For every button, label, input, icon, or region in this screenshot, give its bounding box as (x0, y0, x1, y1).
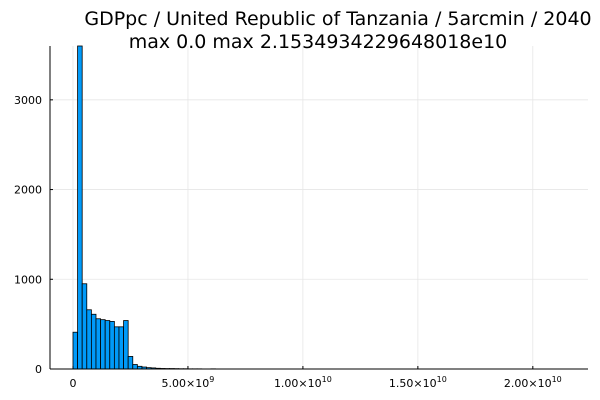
histogram-bar (72, 331, 78, 370)
axes (49, 46, 588, 370)
histogram-bar (127, 356, 134, 370)
histogram-bar (132, 364, 138, 370)
histogram-bar (118, 326, 124, 370)
histogram-bar (100, 319, 106, 370)
histogram-bar (104, 320, 111, 370)
y-tick-label: 2000 (14, 184, 42, 197)
y-tick-label: 0 (35, 363, 42, 376)
y-tick-label: 3000 (14, 94, 42, 107)
y-tick-labels: 0 1000 2000 3000 (14, 94, 53, 376)
chart-title-line1: GDPpc / United Republic of Tanzania / 5a… (84, 8, 591, 30)
histogram-bar (81, 283, 88, 370)
x-tick-label: 0 (69, 377, 76, 390)
x-tick-label: 1.00×1010 (274, 375, 332, 390)
histogram-bar (109, 321, 115, 370)
histogram-bar (95, 318, 101, 370)
histogram-bar (90, 313, 97, 370)
chart-title-line2: max 0.0 max 2.1534934229648018e10 (129, 31, 508, 53)
histogram-bars (72, 45, 258, 370)
x-tick-label: 5.00×109 (162, 375, 215, 390)
x-tick-labels: 0 5.00×109 1.00×1010 1.50×1010 2.00×1010 (69, 366, 562, 390)
x-tick-label: 1.50×1010 (389, 375, 447, 390)
histogram-bar (77, 45, 83, 370)
grid-lines (50, 46, 588, 370)
y-tick-label: 1000 (14, 273, 42, 286)
histogram-bar (113, 326, 120, 370)
x-tick-label: 2.00×1010 (504, 375, 562, 390)
histogram-bar (86, 309, 92, 370)
histogram-bar (123, 320, 129, 370)
